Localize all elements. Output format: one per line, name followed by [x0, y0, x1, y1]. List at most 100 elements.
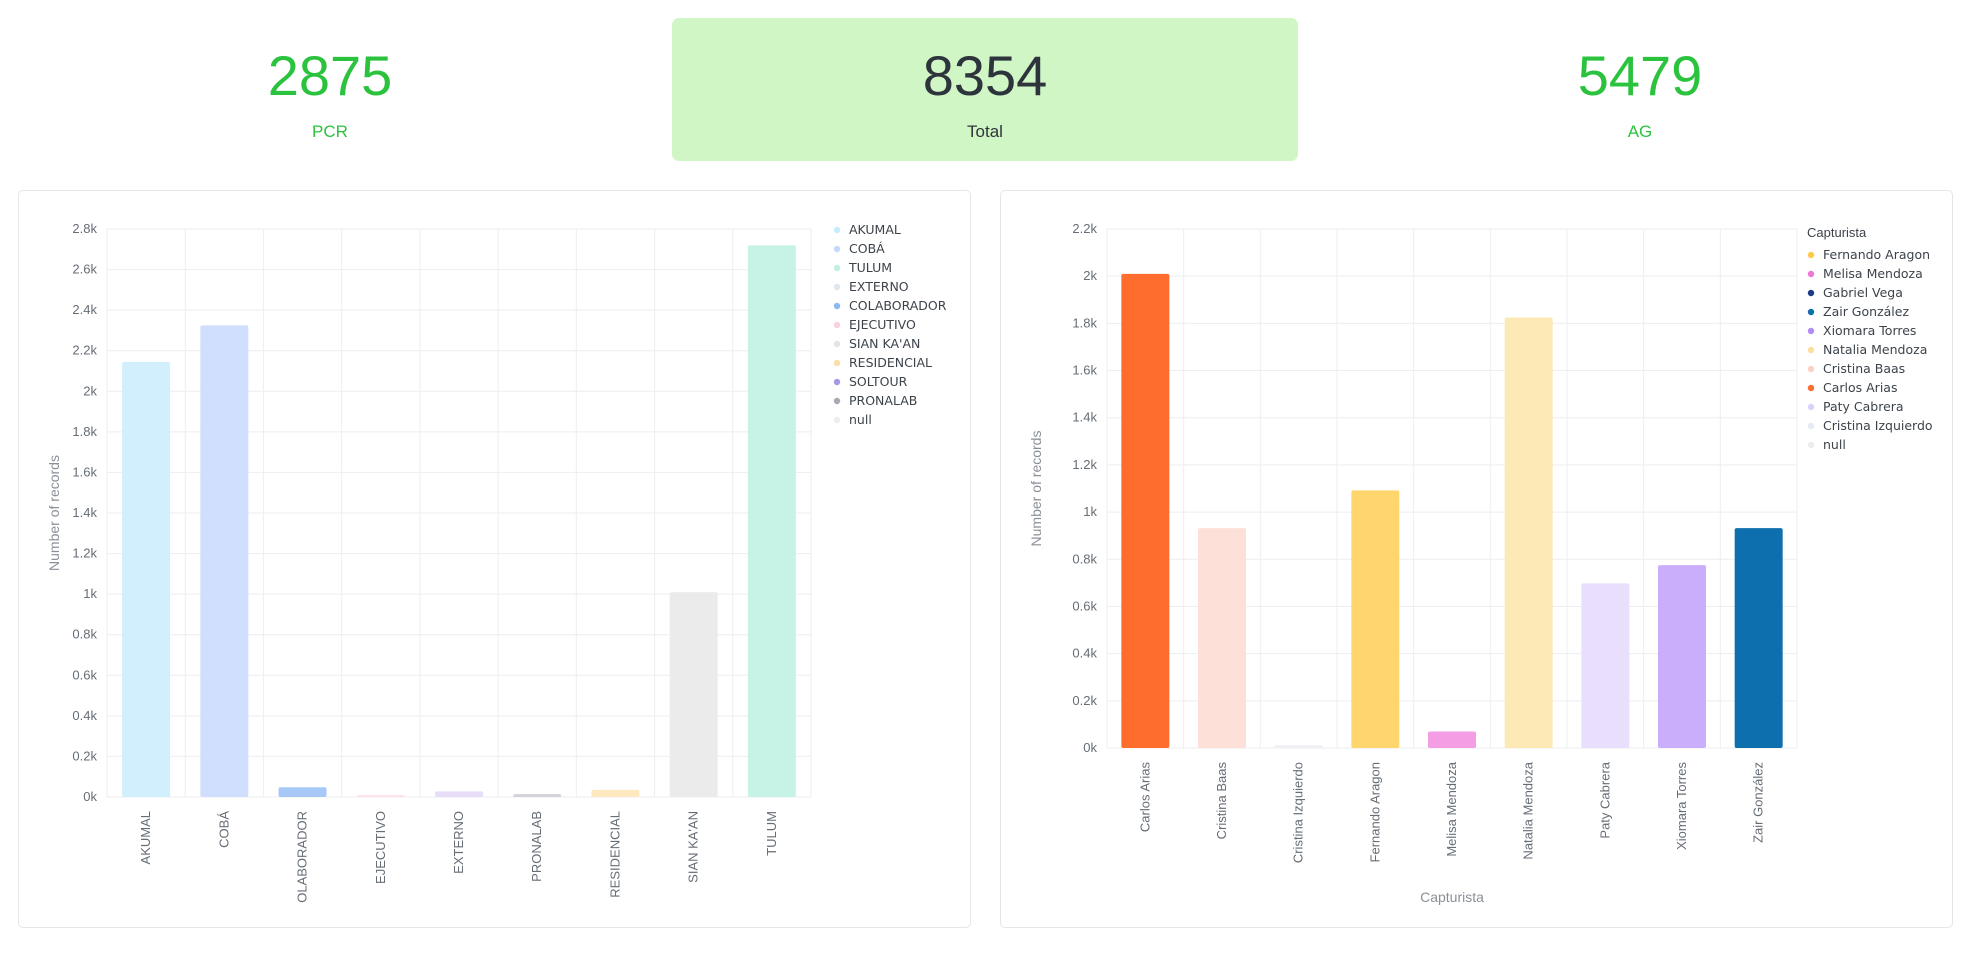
x-tick-label: Cristina Baas — [1214, 762, 1229, 840]
bar-pronalab[interactable] — [513, 794, 562, 797]
bar-tulum[interactable] — [747, 245, 796, 797]
legend-swatch — [833, 397, 841, 405]
legend-swatch — [1807, 346, 1815, 354]
legend-item-ejecutivo[interactable]: EJECUTIVO — [849, 317, 916, 332]
y-tick-label: 1.6k — [1072, 363, 1097, 378]
x-tick-label: Natalia Mendoza — [1521, 761, 1536, 859]
chart-panel-left: 0k 0.2k 0.4k 0.6k 0.8k 1k 1.2k 1.4k 1.6k 1.8k 2k 2.… — [18, 190, 971, 928]
y-tick-label: 1k — [1083, 504, 1097, 519]
legend-item-residencial[interactable]: RESIDENCIAL — [849, 355, 932, 370]
bar-chart-capturista: 0k 0.2k 0.4k 0.6k 0.8k 1k 1.2k 1.4k 1.6k 1.8k 2k 2.… — [1028, 221, 1933, 905]
x-tick-label: Melisa Mendoza — [1444, 761, 1459, 856]
legend-swatch — [1807, 270, 1815, 278]
legend-item-gabriel-vega[interactable]: Gabriel Vega — [1823, 285, 1903, 300]
legend-swatch — [833, 245, 841, 253]
kpi-pcr-value: 2875 — [267, 44, 393, 107]
legend-item-colaborador[interactable]: COLABORADOR — [849, 298, 947, 313]
legend-swatch — [833, 359, 841, 367]
legend-swatch — [833, 416, 841, 424]
kpi-ag: 5479 AG — [1440, 18, 1840, 161]
kpi-ag-value: 5479 — [1577, 44, 1703, 107]
y-tick-label: 0.2k — [1072, 693, 1097, 708]
legend-item-cristina-baas[interactable]: Cristina Baas — [1823, 361, 1905, 376]
y-tick-label: 0.8k — [72, 627, 97, 642]
y-tick-label: 0k — [1083, 740, 1097, 755]
legend-item-tulum[interactable]: TULUM — [848, 260, 892, 275]
legend-swatch — [833, 226, 841, 234]
bar-carlos-arias[interactable] — [1121, 273, 1170, 748]
x-tick-label: SIAN KA'AN — [686, 811, 701, 883]
bar-externo[interactable] — [435, 791, 483, 797]
y-tick-label: 2k — [1083, 268, 1097, 283]
x-tick-label: PRONALAB — [529, 811, 544, 882]
legend-swatch — [1807, 308, 1815, 316]
bar-sian-ka-an[interactable] — [669, 592, 718, 797]
legend-swatch — [1807, 327, 1815, 335]
bar-akumal[interactable] — [122, 361, 171, 797]
legend-item-paty-cabrera[interactable]: Paty Cabrera — [1823, 399, 1904, 414]
kpi-total-label: Total — [967, 122, 1003, 141]
legend-item-akumal[interactable]: AKUMAL — [849, 222, 901, 237]
y-tick-label: 2.4k — [72, 302, 97, 317]
bar-paty-cabrera[interactable] — [1581, 583, 1630, 748]
x-tick-label: EXTERNO — [451, 811, 466, 874]
x-tick-label: AKUMAL — [138, 811, 153, 864]
bar-olaborador[interactable] — [278, 787, 327, 797]
legend-item-externo[interactable]: EXTERNO — [849, 279, 909, 294]
y-axis-title: Number of records — [46, 455, 62, 571]
y-tick-label: 1.2k — [1072, 457, 1097, 472]
x-tick-label: OLABORADOR — [295, 811, 310, 903]
legend-swatch — [833, 264, 841, 272]
y-tick-label: 0.8k — [1072, 551, 1097, 566]
bar-melisa-mendoza[interactable] — [1428, 731, 1476, 748]
legend-item-natalia-mendoza[interactable]: Natalia Mendoza — [1823, 342, 1927, 357]
x-tick-label: RESIDENCIAL — [607, 811, 622, 898]
bar-natalia-mendoza[interactable] — [1504, 317, 1553, 748]
legend-item-sian-ka-an[interactable]: SIAN KA'AN — [849, 336, 920, 351]
bar-zair-gonzalez[interactable] — [1734, 528, 1783, 748]
x-tick-label: Xiomara Torres — [1674, 762, 1689, 850]
bar-ejecutivo[interactable] — [356, 795, 405, 797]
legend-swatch — [1807, 384, 1815, 392]
kpi-total-value: 8354 — [922, 44, 1048, 107]
x-tick-label: Paty Cabrera — [1597, 761, 1612, 838]
legend-title: Capturista — [1807, 225, 1867, 240]
legend-item-melisa-mendoza[interactable]: Melisa Mendoza — [1823, 266, 1923, 281]
bar-cristina-izquierdo[interactable] — [1274, 745, 1323, 748]
bar-chart-location: 0k 0.2k 0.4k 0.6k 0.8k 1k 1.2k 1.4k 1.6k 1.8k 2k 2.… — [46, 221, 947, 903]
y-tick-label: 1.4k — [1072, 410, 1097, 425]
legend-item-coba[interactable]: COBÁ — [849, 241, 885, 256]
legend-item-zair-gonzalez[interactable]: Zair González — [1823, 304, 1909, 319]
y-tick-label: 2.8k — [72, 221, 97, 236]
legend-item-xiomara-torres[interactable]: Xiomara Torres — [1823, 323, 1916, 338]
kpi-ag-label: AG — [1627, 122, 1653, 141]
legend-swatch — [1807, 251, 1815, 259]
y-tick-label: 0.2k — [72, 748, 97, 763]
y-tick-label: 0.6k — [72, 667, 97, 682]
y-tick-label: 0k — [83, 789, 97, 804]
y-tick-label: 1.4k — [72, 505, 97, 520]
legend-item-null[interactable]: null — [1823, 437, 1846, 452]
kpi-pcr-label: PCR — [312, 122, 348, 141]
legend-swatch — [833, 283, 841, 291]
legend-item-cristina-izquierdo[interactable]: Cristina Izquierdo — [1823, 418, 1933, 433]
legend-item-carlos-arias[interactable]: Carlos Arias — [1823, 380, 1897, 395]
y-tick-label: 2k — [83, 383, 97, 398]
y-tick-label: 0.4k — [1072, 646, 1097, 661]
legend-item-soltour[interactable]: SOLTOUR — [849, 374, 908, 389]
bar-residencial[interactable] — [591, 789, 640, 797]
legend-item-null[interactable]: null — [849, 412, 872, 427]
x-tick-label: COBÁ — [216, 811, 231, 848]
bar-fernando-aragon[interactable] — [1351, 490, 1400, 748]
x-axis-title: Capturista — [1420, 889, 1484, 905]
kpi-total: 8354 Total — [672, 18, 1298, 161]
legend-item-pronalab[interactable]: PRONALAB — [849, 393, 917, 408]
legend-item-fernando-aragon[interactable]: Fernando Aragon — [1823, 247, 1930, 262]
bar-cristina-baas[interactable] — [1198, 528, 1246, 748]
y-axis-title: Number of records — [1028, 431, 1044, 547]
bar-xiomara-torres[interactable] — [1658, 565, 1706, 748]
bar-coba[interactable] — [200, 325, 249, 797]
legend-swatch — [833, 340, 841, 348]
legend-swatch — [833, 302, 841, 310]
legend-swatch — [1807, 422, 1815, 430]
